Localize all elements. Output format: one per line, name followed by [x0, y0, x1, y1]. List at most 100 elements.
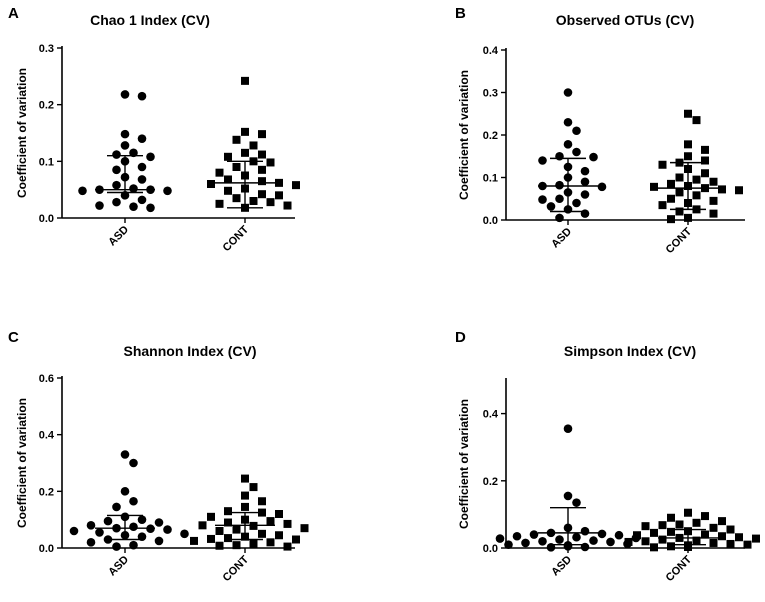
data-point	[241, 502, 249, 511]
data-point	[129, 496, 138, 506]
data-point	[249, 197, 258, 205]
data-point	[684, 508, 692, 517]
data-point	[675, 188, 684, 197]
data-point	[207, 534, 215, 543]
data-point	[86, 521, 96, 530]
data-point	[580, 209, 590, 218]
data-point	[667, 527, 675, 536]
data-point	[563, 117, 573, 127]
data-point	[701, 145, 709, 154]
data-point	[190, 536, 198, 545]
data-point	[103, 516, 113, 526]
data-point	[555, 180, 564, 190]
data-point	[266, 158, 275, 167]
panel-c: C Shannon Index (CV) Coefficient of variat…	[8, 329, 309, 584]
x-category-label: CONT	[221, 553, 252, 584]
data-point	[120, 129, 130, 139]
data-point	[709, 177, 718, 186]
series-cont	[190, 474, 309, 551]
data-point	[650, 182, 658, 191]
data-point	[120, 141, 130, 150]
y-tick-label: 0.2	[483, 130, 498, 142]
data-point	[215, 527, 224, 535]
data-point	[129, 458, 138, 468]
panel-title: Chao 1 Index (CV)	[90, 12, 210, 28]
data-point	[709, 523, 718, 532]
data-point	[224, 518, 232, 527]
data-point	[580, 190, 590, 199]
data-point	[684, 140, 692, 149]
series-cont	[624, 508, 760, 552]
panel-letter: A	[8, 5, 19, 22]
data-point	[258, 177, 266, 186]
data-point	[667, 513, 675, 522]
data-point	[215, 168, 224, 177]
data-point	[300, 524, 309, 533]
data-point	[701, 512, 709, 521]
panel-b: B Observed OTUs (CV) Coefficient of variat…	[455, 5, 745, 256]
data-point	[180, 529, 189, 539]
data-point	[283, 201, 292, 210]
y-tick-label: 0.0	[39, 543, 54, 555]
data-point	[546, 202, 556, 211]
data-point	[224, 507, 232, 516]
data-point	[650, 528, 658, 537]
data-point	[675, 173, 684, 182]
x-category-label: ASD	[549, 226, 574, 251]
data-point	[589, 152, 598, 162]
data-point	[555, 535, 564, 544]
data-point	[137, 515, 147, 524]
x-category-label: ASD	[106, 554, 131, 579]
data-point	[658, 201, 667, 210]
panel-letter: D	[455, 329, 466, 346]
data-point	[667, 179, 675, 188]
data-point	[129, 202, 138, 211]
data-point	[658, 160, 667, 169]
data-point	[249, 539, 258, 548]
data-point	[241, 148, 249, 157]
data-point	[684, 213, 692, 222]
data-point	[572, 498, 581, 507]
data-point	[146, 203, 155, 213]
data-point	[538, 156, 547, 165]
data-point	[266, 538, 275, 547]
data-point	[232, 163, 241, 171]
data-point	[752, 534, 760, 543]
data-point	[154, 518, 164, 527]
data-point	[275, 191, 283, 200]
data-point	[95, 528, 104, 537]
data-point	[207, 512, 215, 521]
data-point	[675, 207, 684, 216]
data-point	[258, 165, 266, 174]
data-point	[224, 152, 232, 161]
data-point	[232, 541, 241, 550]
data-point	[709, 209, 718, 218]
data-point	[258, 497, 266, 506]
data-point	[641, 522, 650, 531]
data-point	[207, 180, 215, 188]
data-point	[572, 147, 581, 157]
data-point	[692, 536, 701, 545]
data-point	[120, 90, 130, 99]
data-point	[137, 195, 147, 205]
data-point	[563, 88, 573, 97]
data-point	[232, 194, 241, 203]
data-point	[249, 483, 258, 492]
data-point	[215, 199, 224, 208]
series-asd	[69, 450, 189, 551]
data-point	[504, 540, 513, 549]
data-point	[163, 186, 172, 196]
panel-title: Shannon Index (CV)	[124, 343, 257, 359]
data-point	[667, 194, 675, 203]
data-point	[597, 182, 607, 192]
y-tick-label: 0.0	[483, 215, 498, 227]
data-point	[112, 150, 121, 159]
panel-letter: B	[455, 5, 466, 22]
data-point	[555, 194, 564, 204]
data-point	[163, 525, 172, 534]
data-point	[258, 190, 266, 199]
y-tick-label: 0.0	[39, 213, 54, 225]
data-point	[292, 535, 300, 544]
y-tick-label: 0.6	[39, 373, 54, 385]
